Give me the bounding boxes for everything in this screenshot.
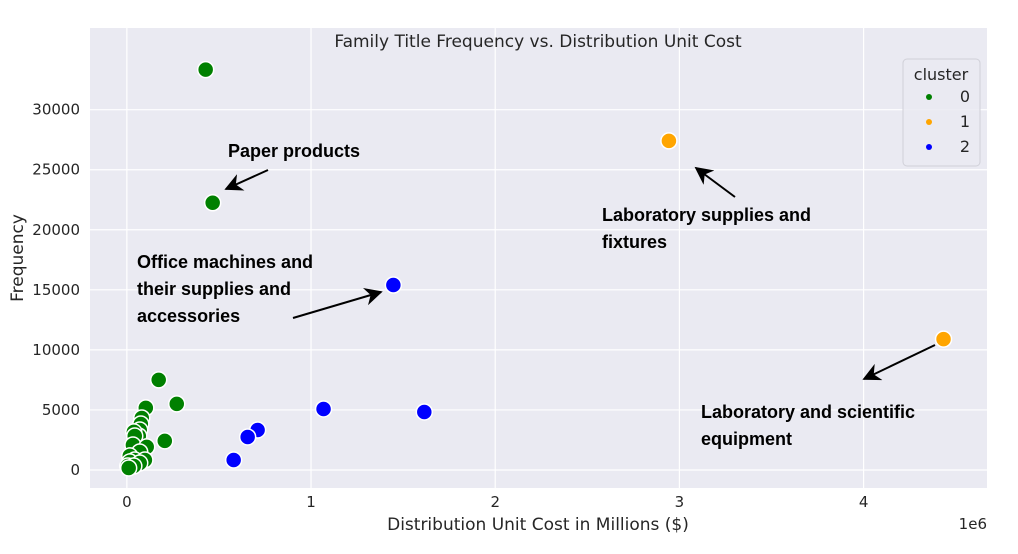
y-tick-label: 0: [70, 461, 80, 479]
data-point-cluster-0: [149, 371, 168, 389]
data-point-cluster-2: [415, 403, 434, 421]
annotation-arrow: [862, 344, 936, 381]
plot-area: [90, 28, 987, 488]
legend-marker-2: [926, 144, 932, 150]
legend-box: [902, 58, 981, 167]
data-point-cluster-2: [314, 400, 333, 418]
annotation-text: equipment: [701, 429, 792, 449]
legend-marker-1: [926, 119, 932, 125]
legend-label-0: 0: [960, 87, 970, 106]
annotation-arrow: [224, 169, 269, 191]
annotation-text: their supplies and: [137, 279, 291, 299]
annotation-text: accessories: [137, 306, 240, 326]
x-axis-label: Distribution Unit Cost in Millions ($): [387, 515, 689, 535]
y-tick-label: 20000: [32, 221, 80, 239]
legend-marker-0: [926, 94, 932, 100]
x-tick-label: 0: [122, 493, 132, 511]
data-point-cluster-1: [660, 132, 678, 150]
data-point-cluster-0: [168, 395, 186, 413]
x-tick-label: 3: [675, 493, 685, 511]
x-tick-label: 2: [490, 493, 500, 511]
legend: cluster 0 1 2: [902, 58, 981, 167]
legend-title: cluster: [914, 65, 969, 84]
annotation-text: fixtures: [602, 232, 667, 252]
y-tick-label: 5000: [42, 401, 80, 419]
data-point-cluster-0: [196, 60, 215, 79]
y-tick-label: 15000: [32, 281, 80, 299]
x-offset-label: 1e6: [959, 515, 987, 533]
y-tick-label: 10000: [32, 341, 80, 359]
x-tick-label: 4: [859, 493, 869, 511]
y-tick-label: 30000: [32, 101, 80, 119]
y-axis-label: Frequency: [8, 214, 28, 302]
annotation-text: Laboratory and scientific: [701, 402, 915, 422]
y-tick-label: 25000: [32, 161, 80, 179]
annotation-text: Laboratory supplies and: [602, 205, 811, 225]
annotation-arrow: [292, 287, 383, 319]
data-point-cluster-2: [384, 276, 403, 294]
legend-label-2: 2: [960, 137, 970, 156]
data-point-cluster-2: [224, 451, 243, 469]
legend-label-1: 1: [960, 112, 970, 131]
annotation-arrow: [694, 166, 736, 198]
data-point-cluster-0: [119, 459, 138, 477]
annotation-text: Paper products: [228, 141, 360, 161]
data-point-cluster-0: [203, 194, 222, 212]
data-point-cluster-1: [934, 330, 953, 348]
data-point-cluster-2: [238, 428, 257, 446]
annotation-text: Office machines and: [137, 252, 313, 272]
chart-title: Family Title Frequency vs. Distribution …: [334, 32, 742, 52]
data-point-cluster-0: [156, 432, 174, 450]
x-tick-label: 1: [306, 493, 316, 511]
